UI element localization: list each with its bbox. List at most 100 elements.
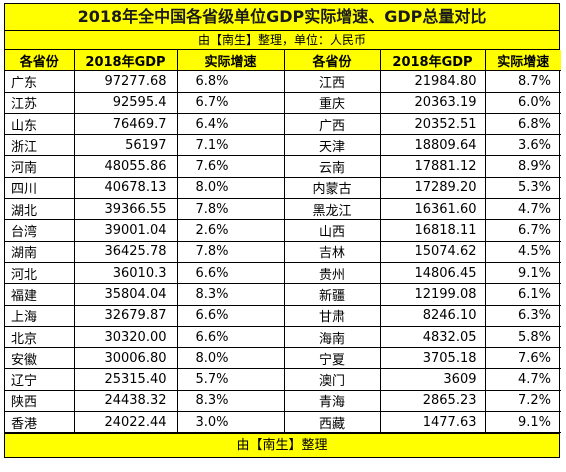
- header-gdp-right: 2018年GDP: [379, 50, 486, 72]
- province-right-cell: 吉林: [283, 240, 381, 263]
- gdp-left-cell: 35804.04: [73, 283, 178, 306]
- table-row: 河北 36010.3 6.6% 贵州 14806.45 9.1%: [5, 261, 561, 285]
- table-row: 福建 35804.04 8.3% 新疆 12199.08 6.1%: [5, 283, 561, 306]
- province-left-cell: 上海: [5, 304, 75, 327]
- gdp-right-cell: 17289.20: [379, 176, 486, 200]
- province-left-cell: 四川: [5, 176, 75, 200]
- table-row: 辽宁 25315.40 5.7% 澳门 3609 4.7%: [5, 368, 561, 391]
- gdp-left-cell: 25315.40: [73, 368, 178, 391]
- header-growth-right: 实际增速: [484, 50, 561, 72]
- growth-left-cell: 6.4%: [176, 112, 285, 136]
- province-right-cell: 澳门: [283, 368, 381, 391]
- growth-right-cell: 9.1%: [484, 411, 561, 434]
- table-row: 上海 32679.87 6.6% 甘肃 8246.10 6.3%: [5, 304, 561, 327]
- province-right-cell: 广西: [283, 112, 381, 136]
- growth-left-cell: 8.0%: [176, 347, 285, 370]
- growth-right-cell: 6.7%: [484, 219, 561, 242]
- header-growth-left: 实际增速: [176, 50, 285, 72]
- province-right-cell: 新疆: [283, 283, 381, 306]
- table-title: 2018年全中国各省级单位GDP实际增速、GDP总量对比: [5, 4, 559, 31]
- province-left-cell: 辽宁: [5, 368, 75, 391]
- growth-left-cell: 7.1%: [176, 134, 285, 157]
- province-left-cell: 福建: [5, 283, 75, 306]
- gdp-right-cell: 4832.05: [379, 325, 486, 349]
- table-row: 台湾 39001.04 2.6% 山西 16818.11 6.7%: [5, 219, 561, 242]
- gdp-left-cell: 40678.13: [73, 176, 178, 200]
- growth-right-cell: 6.3%: [484, 304, 561, 327]
- province-left-cell: 江苏: [5, 91, 75, 114]
- gdp-table-sheet: 2018年全中国各省级单位GDP实际增速、GDP总量对比 由【南生】整理，单位：…: [4, 3, 561, 459]
- province-right-cell: 内蒙古: [283, 176, 381, 200]
- header-province-left: 各省份: [5, 50, 75, 72]
- table-row: 香港 24022.44 3.0% 西藏 1477.63 9.1%: [5, 411, 561, 434]
- growth-right-cell: 5.8%: [484, 325, 561, 349]
- gdp-right-cell: 1477.63: [379, 411, 486, 434]
- growth-right-cell: 8.7%: [484, 70, 561, 93]
- growth-right-cell: 7.6%: [484, 347, 561, 370]
- province-right-cell: 江西: [283, 70, 381, 93]
- gdp-right-cell: 16818.11: [379, 219, 486, 242]
- gdp-left-cell: 48055.86: [73, 155, 178, 178]
- province-right-cell: 黑龙江: [283, 198, 381, 221]
- gdp-left-cell: 30006.80: [73, 347, 178, 370]
- gdp-left-cell: 92595.4: [73, 91, 178, 114]
- table-row: 湖南 36425.78 7.8% 吉林 15074.62 4.5%: [5, 240, 561, 263]
- gdp-right-cell: 14806.45: [379, 261, 486, 285]
- table-row: 河南 48055.86 7.6% 云南 17881.12 8.9%: [5, 155, 561, 178]
- table-footer: 由【南生】整理: [5, 433, 559, 458]
- gdp-right-cell: 20352.51: [379, 112, 486, 136]
- gdp-right-cell: 17881.12: [379, 155, 486, 178]
- table-row: 江苏 92595.4 6.7% 重庆 20363.19 6.0%: [5, 91, 561, 114]
- table-row: 广东 97277.68 6.8% 江西 21984.80 8.7%: [5, 70, 561, 93]
- table-row: 北京 30320.00 6.6% 海南 4832.05 5.8%: [5, 325, 561, 349]
- header-row: 各省份 2018年GDP 实际增速 各省份 2018年GDP 实际增速: [5, 50, 561, 72]
- table-row: 四川 40678.13 8.0% 内蒙古 17289.20 5.3%: [5, 176, 561, 200]
- province-left-cell: 浙江: [5, 134, 75, 157]
- growth-left-cell: 2.6%: [176, 219, 285, 242]
- province-right-cell: 重庆: [283, 91, 381, 114]
- growth-right-cell: 4.7%: [484, 198, 561, 221]
- growth-left-cell: 8.0%: [176, 176, 285, 200]
- province-right-cell: 西藏: [283, 411, 381, 434]
- province-right-cell: 青海: [283, 389, 381, 413]
- gdp-left-cell: 39366.55: [73, 198, 178, 221]
- gdp-right-cell: 3609: [379, 368, 486, 391]
- gdp-right-cell: 16361.60: [379, 198, 486, 221]
- table-row: 陕西 24438.32 8.3% 青海 2865.23 7.2%: [5, 389, 561, 413]
- province-left-cell: 湖南: [5, 240, 75, 263]
- province-left-cell: 安徽: [5, 347, 75, 370]
- province-left-cell: 香港: [5, 411, 75, 434]
- province-right-cell: 贵州: [283, 261, 381, 285]
- province-left-cell: 湖北: [5, 198, 75, 221]
- growth-right-cell: 7.2%: [484, 389, 561, 413]
- growth-right-cell: 6.0%: [484, 91, 561, 114]
- province-left-cell: 河北: [5, 261, 75, 285]
- gdp-right-cell: 21984.80: [379, 70, 486, 93]
- growth-right-cell: 5.3%: [484, 176, 561, 200]
- province-right-cell: 海南: [283, 325, 381, 349]
- gdp-right-cell: 15074.62: [379, 240, 486, 263]
- growth-left-cell: 6.8%: [176, 70, 285, 93]
- growth-left-cell: 3.0%: [176, 411, 285, 434]
- gdp-left-cell: 36425.78: [73, 240, 178, 263]
- table-row: 山东 76469.7 6.4% 广西 20352.51 6.8%: [5, 112, 561, 136]
- province-right-cell: 云南: [283, 155, 381, 178]
- gdp-right-cell: 2865.23: [379, 389, 486, 413]
- province-left-cell: 广东: [5, 70, 75, 93]
- growth-left-cell: 6.7%: [176, 91, 285, 114]
- gdp-right-cell: 8246.10: [379, 304, 486, 327]
- gdp-left-cell: 36010.3: [73, 261, 178, 285]
- province-left-cell: 河南: [5, 155, 75, 178]
- table-row: 浙江 56197 7.1% 天津 18809.64 3.6%: [5, 134, 561, 157]
- growth-left-cell: 6.6%: [176, 261, 285, 285]
- gdp-right-cell: 20363.19: [379, 91, 486, 114]
- province-right-cell: 山西: [283, 219, 381, 242]
- province-left-cell: 台湾: [5, 219, 75, 242]
- province-right-cell: 甘肃: [283, 304, 381, 327]
- growth-left-cell: 7.8%: [176, 240, 285, 263]
- gdp-left-cell: 56197: [73, 134, 178, 157]
- growth-right-cell: 3.6%: [484, 134, 561, 157]
- growth-right-cell: 4.7%: [484, 368, 561, 391]
- growth-right-cell: 6.8%: [484, 112, 561, 136]
- growth-left-cell: 8.3%: [176, 283, 285, 306]
